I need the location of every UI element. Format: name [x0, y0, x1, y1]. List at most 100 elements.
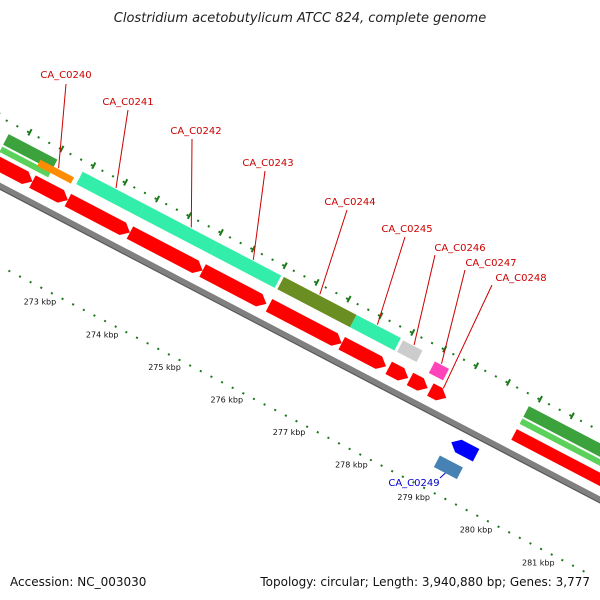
gene-label[interactable]: CA_C0244 [324, 197, 375, 208]
feature-right-edge-green[interactable] [523, 406, 600, 468]
tick-dot [199, 369, 203, 373]
tick-dot [210, 375, 213, 379]
tick-dot [324, 286, 328, 289]
tick-dot [515, 386, 519, 389]
tick-dot [409, 330, 413, 334]
cds-arrow-reverse[interactable] [448, 436, 480, 462]
gene-label[interactable]: CA_C0249 [388, 478, 439, 489]
tick-dot [377, 313, 381, 317]
tick-mark [506, 378, 512, 387]
tick-dot [124, 330, 128, 334]
cds-arrow[interactable] [385, 361, 411, 385]
cds-arrow[interactable] [29, 175, 71, 206]
tick-dot [186, 213, 189, 217]
gene-CA_C0241-bar[interactable] [76, 171, 145, 217]
gene-CA_C0248-arrow[interactable] [427, 383, 449, 404]
tick-mark [410, 328, 416, 337]
gene-CA_C0243-bar[interactable] [210, 242, 282, 288]
tick-dot [188, 364, 192, 367]
tick-dot [252, 397, 256, 401]
gene-label[interactable]: CA_C0246 [434, 243, 485, 254]
tick-label: 275 kbp [148, 363, 181, 372]
tick-dot [356, 302, 359, 306]
tick-dot [590, 425, 593, 428]
tick-dot [462, 358, 466, 362]
tick-dot [37, 136, 40, 139]
tick-label: 276 kbp [210, 395, 243, 404]
tick-dot [249, 247, 253, 250]
gene-leader-line [319, 209, 348, 295]
tick-dot [412, 480, 415, 484]
gene-CA_C0247-bar[interactable] [428, 361, 450, 381]
tick-label: 274 kbp [86, 330, 119, 339]
tick-mark [218, 228, 224, 236]
tick-dot [465, 508, 468, 512]
tick-dot [18, 275, 22, 278]
tick-dot [494, 375, 498, 378]
cds-arrow[interactable] [64, 193, 134, 239]
tick-dot [207, 224, 211, 228]
feature-left-edge-green-light[interactable] [0, 146, 51, 178]
tick-dot [156, 347, 160, 351]
accession-label: Accession: NC_003030 [10, 575, 146, 589]
cds-arrow[interactable] [338, 337, 389, 373]
tick-dot [337, 442, 341, 445]
tick-dot [539, 547, 543, 551]
gene-CA_C0244-bar[interactable] [277, 276, 357, 328]
gene-label[interactable]: CA_C0248 [495, 273, 546, 284]
feature-left-edge-green[interactable] [3, 134, 58, 171]
gene-labels: CA_C0240 CA_C0241 CA_C0242 CA_C0243 CA_C0244… [40, 70, 546, 489]
gene-label[interactable]: CA_C0243 [242, 158, 293, 169]
tick-dot [473, 363, 476, 367]
tick-dot [241, 392, 245, 395]
gene-leader-line [439, 472, 446, 479]
gene-CA_C0245-bar[interactable] [350, 314, 401, 351]
map-title: Clostridium acetobutylicum ATCC 824, com… [114, 11, 486, 26]
tick-dot [327, 436, 330, 440]
gene-leader-line [252, 170, 266, 260]
gene-CA_C0246-bar[interactable] [397, 340, 423, 363]
gene-CA_C0249-bar[interactable] [433, 455, 463, 480]
tick-mark [0, 112, 1, 120]
tick-dot [61, 297, 64, 301]
cds-arrow[interactable] [406, 372, 431, 395]
tick-dot [348, 447, 351, 451]
tick-dot [29, 280, 32, 284]
tick-layer [0, 112, 593, 573]
tick-dot [135, 336, 139, 340]
tick-dot [239, 241, 242, 245]
cds-arrow[interactable] [126, 226, 206, 276]
tick-dot [305, 425, 309, 429]
tick-dot [505, 380, 508, 384]
gene-CA_C0240-bar[interactable] [37, 159, 75, 184]
tick-dot [122, 180, 126, 184]
tick-dot [420, 336, 423, 339]
feature-right-edge-red[interactable] [511, 429, 600, 491]
cds-arrow[interactable] [0, 155, 36, 187]
gene-label[interactable]: CA_C0247 [465, 258, 516, 269]
gene-label[interactable]: CA_C0245 [381, 224, 432, 235]
gene-label[interactable]: CA_C0240 [40, 70, 91, 81]
tick-dot [335, 291, 338, 295]
tick-dot [316, 430, 320, 434]
tick-dot [422, 486, 426, 490]
feature-layer [0, 134, 600, 491]
gene-CA_C0242-bar[interactable] [138, 204, 218, 255]
tick-mark [537, 395, 543, 403]
tick-dot [273, 408, 277, 412]
tick-dot [15, 124, 19, 128]
tick-dot [582, 569, 585, 573]
feature-right-edge-green-light[interactable] [519, 418, 600, 475]
tick-dot [537, 397, 540, 401]
gene-label[interactable]: CA_C0242 [170, 126, 221, 137]
tick-dot [7, 269, 11, 273]
tick-dot [79, 158, 83, 161]
cds-arrow[interactable] [199, 264, 269, 310]
tick-dot [560, 558, 564, 562]
tick-dot [497, 525, 500, 529]
tick-dot [90, 163, 94, 167]
cds-arrow[interactable] [265, 299, 345, 349]
gene-label[interactable]: CA_C0241 [102, 97, 153, 108]
tick-mark [155, 195, 161, 203]
